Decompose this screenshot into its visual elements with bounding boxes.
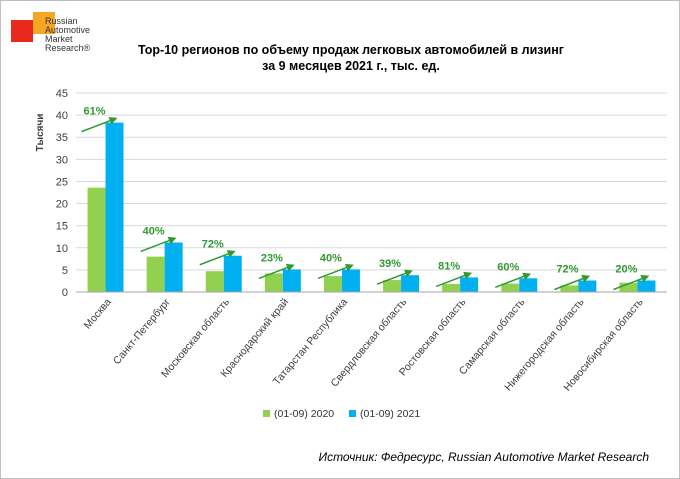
source-note: Источник: Федресурс, Russian Automotive …: [318, 450, 649, 464]
bar-2020: [619, 282, 638, 292]
bar-2021: [578, 280, 597, 292]
chart-title-line-2: за 9 месяцев 2021 г., тыс. ед.: [262, 59, 440, 73]
growth-label: 40%: [143, 225, 165, 237]
legend-label-2020: (01-09) 2020: [274, 408, 335, 420]
logo-line: Russian: [45, 16, 78, 26]
bar-2021: [460, 277, 479, 292]
bar-2021: [637, 280, 656, 292]
chart-title-line-1: Top-10 регионов по объему продаж легковы…: [138, 43, 564, 57]
bar-2021: [164, 242, 183, 292]
bar-2020: [87, 187, 106, 292]
logo-small-text: НАПИ: [14, 13, 31, 19]
y-tick-label: 0: [62, 287, 68, 299]
logo-orange-square: [33, 12, 55, 34]
y-tick-label: 30: [56, 154, 68, 166]
y-tick-label: 40: [56, 110, 68, 122]
bar-2021: [341, 269, 360, 292]
growth-arrow: [554, 274, 591, 291]
legend-item-2021: (01-09) 2021: [349, 408, 420, 420]
logo-line: Automotive: [45, 25, 91, 35]
growth-annotations: 61% 40% 72% 23% 40% 39% 81% 60% 72% 20%: [81, 106, 650, 291]
growth-arrow: [258, 263, 295, 280]
bar-2021: [223, 255, 242, 292]
bar-2021: [105, 122, 124, 292]
logo-text: Russian Automotive Market Research®: [45, 17, 125, 53]
growth-label: 72%: [202, 239, 224, 251]
growth-arrow: [435, 271, 473, 288]
growth-arrow: [140, 236, 177, 253]
axes: 0 5 10 15 20 25 30 35 40 45 Тысячи МоскваСанкт-Пете…: [35, 88, 667, 394]
legend-item-2020: (01-09) 2020: [263, 408, 334, 420]
bar-2021: [401, 275, 420, 292]
y-tick-label: 10: [56, 243, 68, 255]
logo-red-square: [11, 20, 33, 42]
y-tick-label: 15: [56, 221, 68, 233]
bar-2020: [146, 256, 165, 292]
y-tick-label: 25: [56, 176, 68, 188]
logo: НАПИ Russian Automotive Market Research®: [9, 9, 129, 69]
growth-arrow: [494, 272, 532, 288]
growth-arrow: [81, 117, 118, 133]
chart-title: Top-10 регионов по объему продаж легковы…: [101, 42, 601, 74]
bar-2020: [264, 273, 283, 292]
bar-2020: [323, 276, 342, 292]
bar-2021: [282, 269, 301, 292]
x-category-label: Самарская область: [457, 296, 528, 378]
growth-arrow: [317, 263, 354, 280]
bar-2021: [519, 278, 538, 292]
x-category-label: Ростовская область: [397, 296, 469, 378]
growth-arrow: [376, 269, 413, 285]
y-tick-label: 45: [56, 88, 68, 100]
growth-label: 81%: [438, 260, 460, 272]
legend-swatch-2020: [263, 410, 270, 417]
bar-2020: [383, 280, 402, 292]
y-tick-label: 35: [56, 132, 68, 144]
growth-label: 72%: [556, 264, 578, 276]
growth-label: 40%: [320, 252, 342, 264]
gridlines: [76, 92, 667, 271]
growth-label: 61%: [84, 106, 106, 118]
x-category-label: Санкт-Петербург: [111, 296, 173, 367]
growth-arrow: [613, 274, 650, 291]
bar-2020: [442, 284, 461, 292]
y-tick-label: 5: [62, 265, 68, 277]
bar-2020: [205, 271, 224, 292]
legend: (01-09) 2020 (01-09) 2021: [263, 408, 432, 424]
growth-arrow: [199, 250, 236, 266]
bars: [87, 122, 656, 292]
logo-line: Research®: [45, 43, 91, 53]
legend-swatch-2021: [349, 410, 357, 417]
y-tick-label: 20: [56, 199, 68, 211]
bar-2020: [501, 283, 520, 292]
x-category-label: Москва: [82, 296, 114, 331]
bar-2020: [560, 285, 579, 292]
logo-line: Market: [45, 34, 73, 44]
growth-label: 23%: [261, 252, 283, 264]
legend-label-2021: (01-09) 2021: [360, 408, 421, 420]
y-axis-title: Тысячи: [35, 114, 46, 152]
growth-label: 60%: [497, 261, 519, 273]
growth-label: 20%: [615, 264, 637, 276]
growth-label: 39%: [379, 258, 401, 270]
